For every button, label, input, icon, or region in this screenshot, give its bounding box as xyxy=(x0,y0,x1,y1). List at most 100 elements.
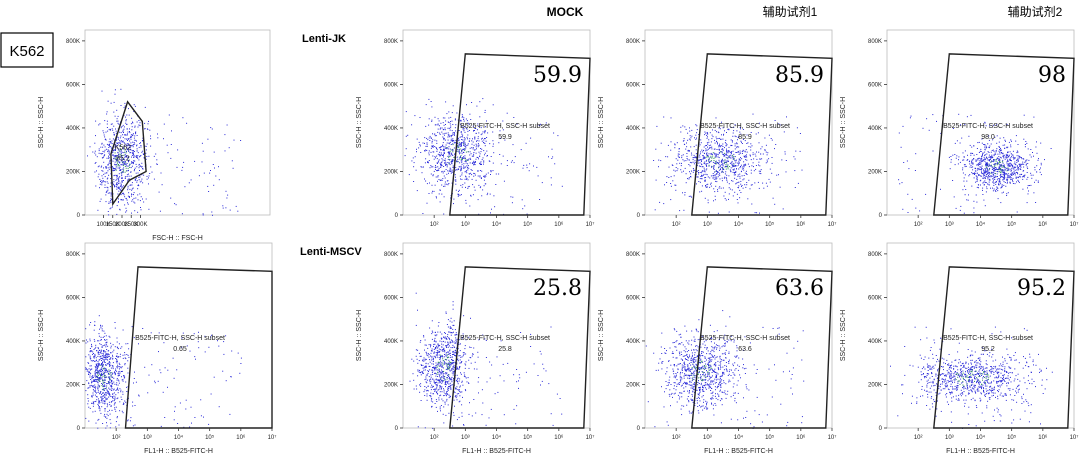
event-dot xyxy=(119,388,121,390)
event-dot xyxy=(447,404,449,406)
event-dot xyxy=(533,363,535,365)
event-dot xyxy=(477,170,479,172)
event-dot xyxy=(469,205,471,207)
event-dot xyxy=(445,144,447,146)
event-dot xyxy=(720,146,722,148)
event-dot xyxy=(465,390,467,392)
event-dot xyxy=(447,365,449,367)
event-dot xyxy=(135,163,137,165)
event-dot xyxy=(134,371,135,373)
event-dot xyxy=(109,395,111,397)
event-dot xyxy=(99,200,101,202)
event-dot xyxy=(959,161,961,163)
event-dot xyxy=(480,151,482,153)
event-dot xyxy=(698,165,700,167)
event-dot xyxy=(446,363,448,365)
event-dot xyxy=(477,123,479,125)
event-dot xyxy=(119,169,121,171)
event-dot xyxy=(108,157,110,159)
event-dot xyxy=(102,146,104,148)
event-dot xyxy=(990,175,992,177)
event-dot xyxy=(713,174,715,176)
gate-polygon[interactable] xyxy=(449,53,591,216)
event-dot xyxy=(119,188,121,190)
event-dot xyxy=(699,172,701,173)
event-dot xyxy=(453,366,455,368)
event-dot xyxy=(682,159,684,161)
event-dot xyxy=(526,164,528,166)
event-dot xyxy=(726,148,727,150)
event-dot xyxy=(106,127,108,128)
event-dot xyxy=(1002,162,1004,164)
event-dot xyxy=(727,150,729,152)
event-dot xyxy=(983,144,985,145)
event-dot xyxy=(741,168,743,170)
event-dot xyxy=(721,171,722,173)
event-dot xyxy=(470,172,472,174)
event-dot xyxy=(656,125,658,127)
event-dot xyxy=(452,360,453,362)
event-dot xyxy=(728,128,730,130)
event-dot xyxy=(723,133,725,135)
event-dot xyxy=(428,193,430,194)
event-dot xyxy=(1019,157,1020,159)
event-dot xyxy=(472,141,474,143)
event-dot xyxy=(428,160,430,161)
event-dot xyxy=(103,380,105,382)
event-dot xyxy=(539,350,541,352)
event-dot xyxy=(484,154,485,156)
gate-polygon[interactable] xyxy=(124,266,273,429)
event-dot xyxy=(543,368,545,370)
gate-polygon[interactable] xyxy=(933,53,1075,216)
gate-polygon[interactable] xyxy=(691,53,833,216)
event-dot xyxy=(115,410,117,412)
event-dot xyxy=(796,127,798,129)
event-dot xyxy=(448,152,450,153)
event-dot xyxy=(978,141,980,143)
event-dot xyxy=(465,145,467,147)
event-dot xyxy=(99,408,101,410)
event-dot xyxy=(161,184,163,186)
event-dot xyxy=(726,162,728,164)
event-dot xyxy=(419,117,421,118)
event-dot xyxy=(454,174,456,176)
event-dot xyxy=(977,142,979,144)
event-dot xyxy=(723,155,725,157)
event-dot xyxy=(114,163,116,165)
event-dot xyxy=(987,143,989,145)
gate-polygon[interactable] xyxy=(110,100,147,207)
event-dot xyxy=(430,137,432,139)
event-dot xyxy=(695,149,697,151)
event-dot xyxy=(996,181,997,183)
event-dot xyxy=(417,369,419,371)
event-dot xyxy=(740,180,742,182)
event-dot xyxy=(443,166,445,167)
event-dot xyxy=(97,166,99,168)
event-dot xyxy=(707,199,709,201)
event-dot xyxy=(437,346,439,348)
event-dot xyxy=(690,173,692,175)
event-dot xyxy=(999,149,1000,151)
event-dot xyxy=(443,373,445,375)
event-dot xyxy=(721,134,722,136)
event-dot xyxy=(150,332,152,334)
event-dot xyxy=(230,376,232,377)
event-dot xyxy=(984,168,986,169)
event-dot xyxy=(105,194,107,196)
event-dot xyxy=(109,383,111,385)
event-dot xyxy=(126,174,128,176)
y-tick-label: 0 xyxy=(77,213,81,219)
event-dot xyxy=(113,132,115,134)
event-dot xyxy=(101,378,103,380)
event-dot xyxy=(997,176,998,177)
event-dot xyxy=(106,342,108,344)
event-dot xyxy=(125,207,127,209)
event-dot xyxy=(999,153,1001,155)
event-dot xyxy=(721,166,723,168)
event-dot xyxy=(1012,165,1013,167)
event-dot xyxy=(436,391,437,393)
event-dot xyxy=(961,137,963,139)
plot-jk-r2: B525-FITC-H, SSC-H subset98.0980200K400K… xyxy=(840,29,1078,228)
event-dot xyxy=(94,340,96,342)
event-dot xyxy=(132,121,133,123)
